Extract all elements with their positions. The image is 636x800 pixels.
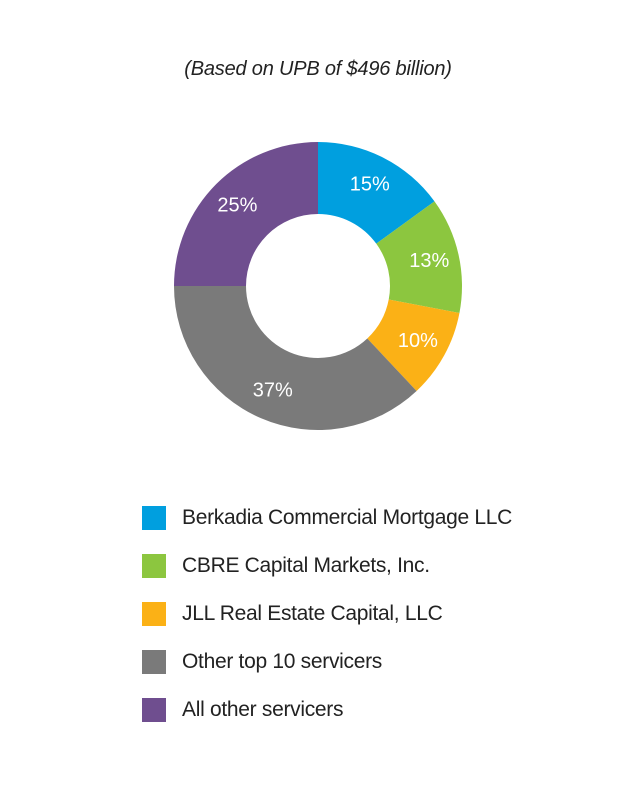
legend-item-jll: JLL Real Estate Capital, LLC	[142, 590, 512, 638]
slice-label-berkadia: 15%	[350, 173, 390, 195]
legend-label-jll: JLL Real Estate Capital, LLC	[182, 602, 443, 625]
chart-legend: Berkadia Commercial Mortgage LLC CBRE Ca…	[142, 494, 512, 734]
donut-slice-jll	[367, 299, 460, 391]
legend-label-other-top-10: Other top 10 servicers	[182, 650, 382, 673]
legend-swatch-cbre	[142, 554, 166, 578]
donut-chart: 15% 13% 10% 37% 25%	[174, 142, 462, 430]
slice-label-all-other: 25%	[217, 194, 257, 216]
legend-item-all-other: All other servicers	[142, 686, 512, 734]
legend-label-all-other: All other servicers	[182, 698, 344, 721]
donut-slice-all-other	[174, 142, 318, 286]
donut-slice-cbre	[376, 201, 462, 313]
legend-swatch-other-top-10	[142, 650, 166, 674]
legend-label-berkadia: Berkadia Commercial Mortgage LLC	[182, 506, 513, 529]
legend-item-cbre: CBRE Capital Markets, Inc.	[142, 542, 512, 590]
legend-swatch-all-other	[142, 698, 166, 722]
legend-swatch-jll	[142, 602, 166, 626]
slice-label-jll: 10%	[398, 330, 438, 352]
chart-subtitle: (Based on UPB of $496 billion)	[184, 58, 452, 80]
donut-slice-other-top-10	[174, 286, 417, 430]
donut-slice-berkadia	[318, 142, 435, 244]
legend-label-cbre: CBRE Capital Markets, Inc.	[182, 554, 430, 577]
legend-swatch-berkadia	[142, 506, 166, 530]
legend-item-other-top-10: Other top 10 servicers	[142, 638, 512, 686]
slice-label-cbre: 13%	[409, 250, 449, 272]
legend-item-berkadia: Berkadia Commercial Mortgage LLC	[142, 494, 512, 542]
slice-label-other-top-10: 37%	[253, 380, 293, 402]
